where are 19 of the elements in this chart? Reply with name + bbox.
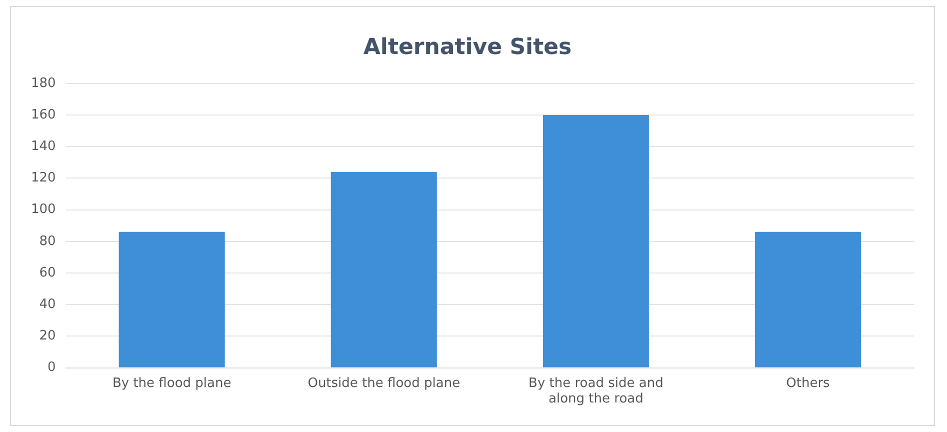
- y-tick-label: 20: [39, 328, 56, 344]
- x-tick-label: Others: [786, 376, 830, 391]
- y-tick-label: 60: [39, 265, 56, 280]
- y-tick-label: 120: [30, 170, 56, 186]
- y-tick-label: 100: [30, 202, 56, 218]
- y-tick-label: 180: [30, 76, 56, 91]
- y-tick-label: 40: [39, 296, 56, 312]
- x-tick-label: By the road side and along the road: [528, 376, 664, 407]
- bar: [754, 232, 861, 368]
- x-tick-label: Outside the flood plane: [308, 376, 460, 391]
- bar: [330, 172, 437, 368]
- y-tick-label: 160: [30, 107, 56, 122]
- x-tick-label: By the flood plane: [112, 376, 232, 391]
- y-tick-label: 0: [48, 360, 56, 376]
- bar: [542, 115, 649, 368]
- chart-title: Alternative Sites: [363, 34, 572, 60]
- bar: [118, 232, 225, 368]
- y-tick-label: 140: [30, 138, 56, 154]
- y-tick-label: 80: [39, 234, 56, 249]
